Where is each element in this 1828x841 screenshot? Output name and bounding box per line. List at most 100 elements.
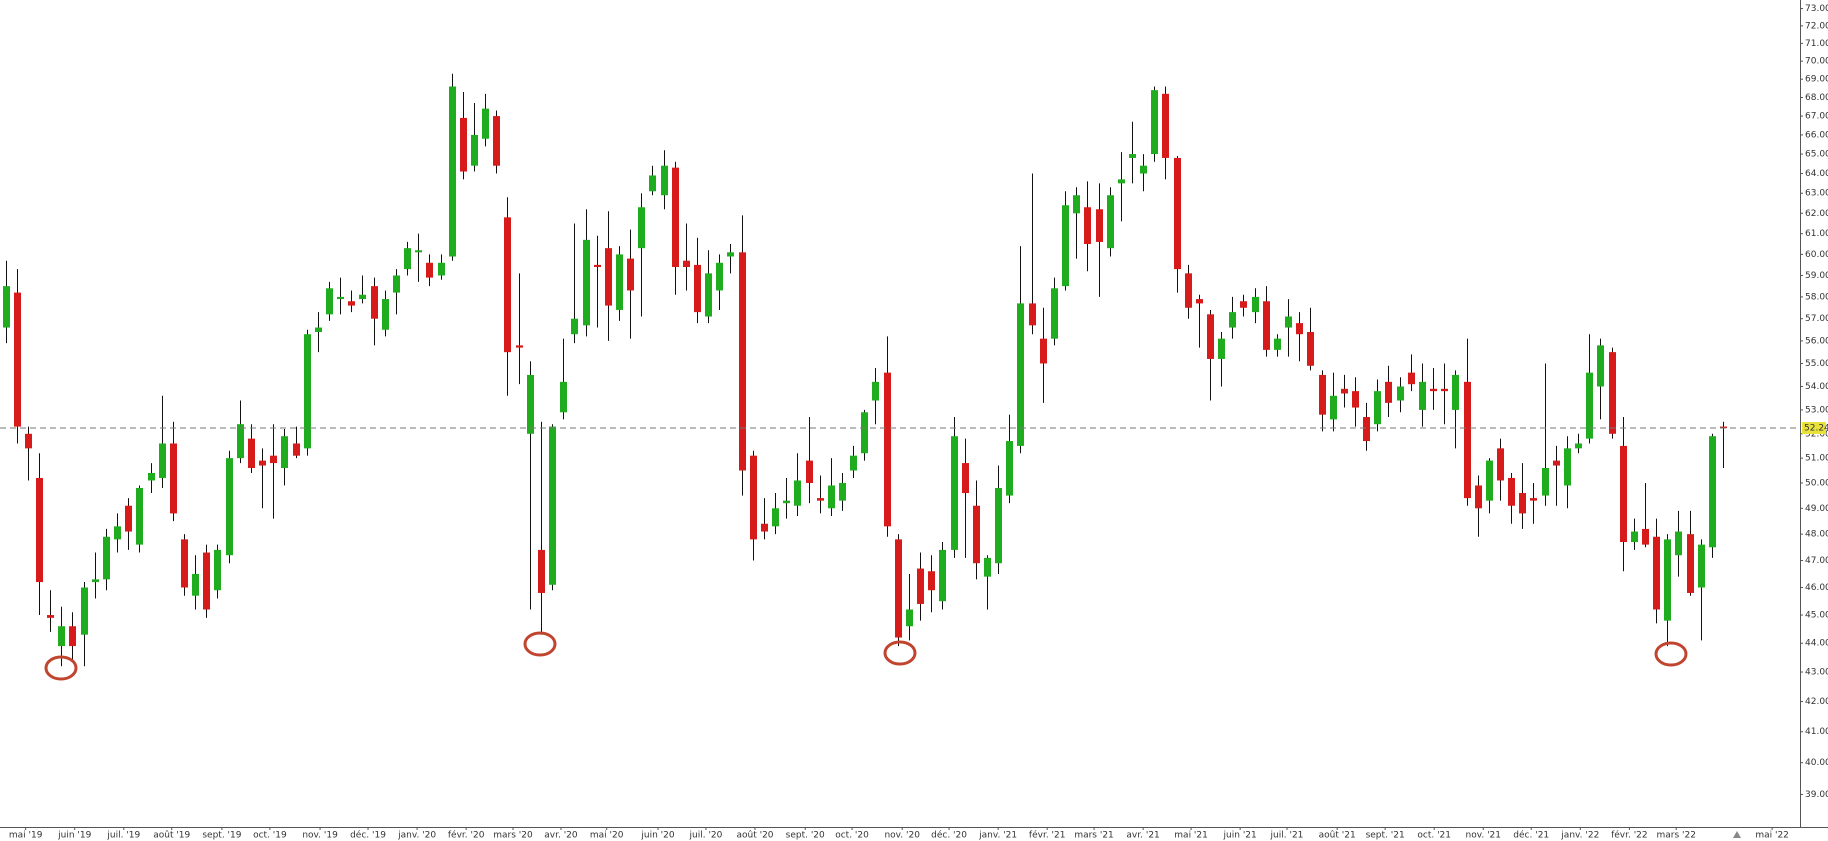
y-tick-label: 50.00: [1805, 478, 1828, 488]
candle-body: [1151, 90, 1158, 155]
y-tick-label: 39.00: [1805, 790, 1828, 800]
x-tick-label: oct. '20: [835, 831, 869, 841]
candle-body: [148, 472, 155, 481]
candle-body: [1698, 544, 1705, 588]
candle-body: [1497, 448, 1504, 481]
candle-body: [649, 175, 656, 192]
candle-body: [69, 626, 76, 647]
x-tick-label: nov. '21: [1466, 831, 1502, 841]
candle-body: [337, 296, 344, 300]
low-circle: [1654, 641, 1688, 667]
candle-body: [895, 539, 902, 638]
candle-body: [136, 487, 143, 545]
y-tick-label: 60.00: [1805, 250, 1828, 260]
candle-body: [1107, 195, 1114, 249]
candle-body: [1519, 493, 1526, 514]
candle-body: [560, 381, 567, 413]
x-tick-label: oct. '19: [253, 831, 287, 841]
y-tick-label: 56.00: [1805, 336, 1828, 346]
candle-body: [1675, 531, 1682, 556]
candle-body: [861, 412, 868, 454]
candle-body: [1664, 539, 1671, 621]
y-tick-label: 64.00: [1805, 169, 1828, 179]
candle-body: [159, 443, 166, 478]
candle-body: [884, 372, 891, 527]
y-tick-label: 52.00: [1805, 429, 1828, 439]
candle-body: [1207, 314, 1214, 359]
candle-body: [304, 334, 311, 449]
annotations: [44, 631, 1688, 681]
y-tick-label: 59.00: [1805, 271, 1828, 281]
x-tick-label: févr. '20: [448, 830, 485, 841]
x-tick-label: juin '20: [640, 831, 674, 841]
candle-body: [1609, 352, 1616, 434]
candle-body: [315, 327, 322, 332]
y-tick-label: 51.00: [1805, 454, 1828, 464]
candle-body: [1397, 386, 1404, 401]
candle-body: [1174, 157, 1181, 270]
low-circle: [523, 631, 557, 657]
candle-body: [1475, 485, 1482, 509]
candle-body: [605, 248, 612, 306]
candle-body: [281, 436, 288, 469]
y-tick-label: 58.00: [1805, 292, 1828, 302]
candle-body: [761, 523, 768, 532]
candle-body: [1218, 338, 1225, 359]
low-circle: [883, 640, 917, 666]
x-tick-label: mai '19: [9, 831, 43, 841]
candle-body: [1352, 391, 1359, 408]
candle-body: [627, 258, 634, 291]
candle-body: [47, 615, 54, 618]
x-tick-label: juil. '20: [689, 831, 723, 841]
candle-body: [192, 573, 199, 596]
candle-body: [538, 549, 545, 593]
low-circle: [44, 655, 78, 681]
candle-body: [25, 433, 32, 449]
candle-body: [293, 443, 300, 456]
x-tick-label: nov. '19: [302, 831, 338, 841]
candle-body: [772, 508, 779, 527]
candle-body: [103, 536, 110, 580]
x-tick-label: sept. '20: [786, 831, 825, 841]
candle-body: [1096, 209, 1103, 242]
x-tick-label: mars '22: [1656, 831, 1695, 841]
candle-body: [382, 299, 389, 330]
candle-body: [237, 424, 244, 459]
x-tick-label: nov. '20: [884, 831, 920, 841]
candle-body: [995, 487, 1002, 564]
candle-body: [616, 254, 623, 310]
candle-body: [1196, 299, 1203, 304]
candle-body: [973, 505, 980, 564]
candle-body: [527, 374, 534, 434]
candle-body: [259, 460, 266, 466]
x-tick-label: déc. '19: [350, 830, 386, 841]
y-tick-label: 67.00: [1805, 112, 1828, 122]
candle-body: [672, 167, 679, 268]
candle-body: [248, 438, 255, 469]
candle-body: [1564, 448, 1571, 486]
last-price-badge: [1802, 422, 1826, 435]
y-tick-label: 55.00: [1805, 359, 1828, 369]
candle-body: [1709, 436, 1716, 548]
y-tick-label: 47.00: [1805, 556, 1828, 566]
y-tick-label: 69.00: [1805, 75, 1828, 85]
candle-body: [1240, 301, 1247, 308]
last-price-label: 52.24: [1804, 424, 1828, 434]
candle-body: [705, 273, 712, 317]
candle-body: [962, 463, 969, 494]
y-tick-label: 61.00: [1805, 229, 1828, 239]
x-tick-label: juil. '19: [106, 831, 140, 841]
candle-body: [583, 239, 590, 326]
candle-body: [1296, 323, 1303, 335]
candle-body: [460, 117, 467, 172]
candle-body: [181, 539, 188, 588]
candle-body: [1051, 288, 1058, 339]
candle-body: [92, 579, 99, 583]
candle-body: [1307, 331, 1314, 366]
candle-body: [1185, 273, 1192, 308]
candle-body: [1385, 381, 1392, 403]
x-tick-label: mars '20: [493, 831, 533, 841]
candle-body: [638, 207, 645, 249]
candle-body: [203, 552, 210, 610]
